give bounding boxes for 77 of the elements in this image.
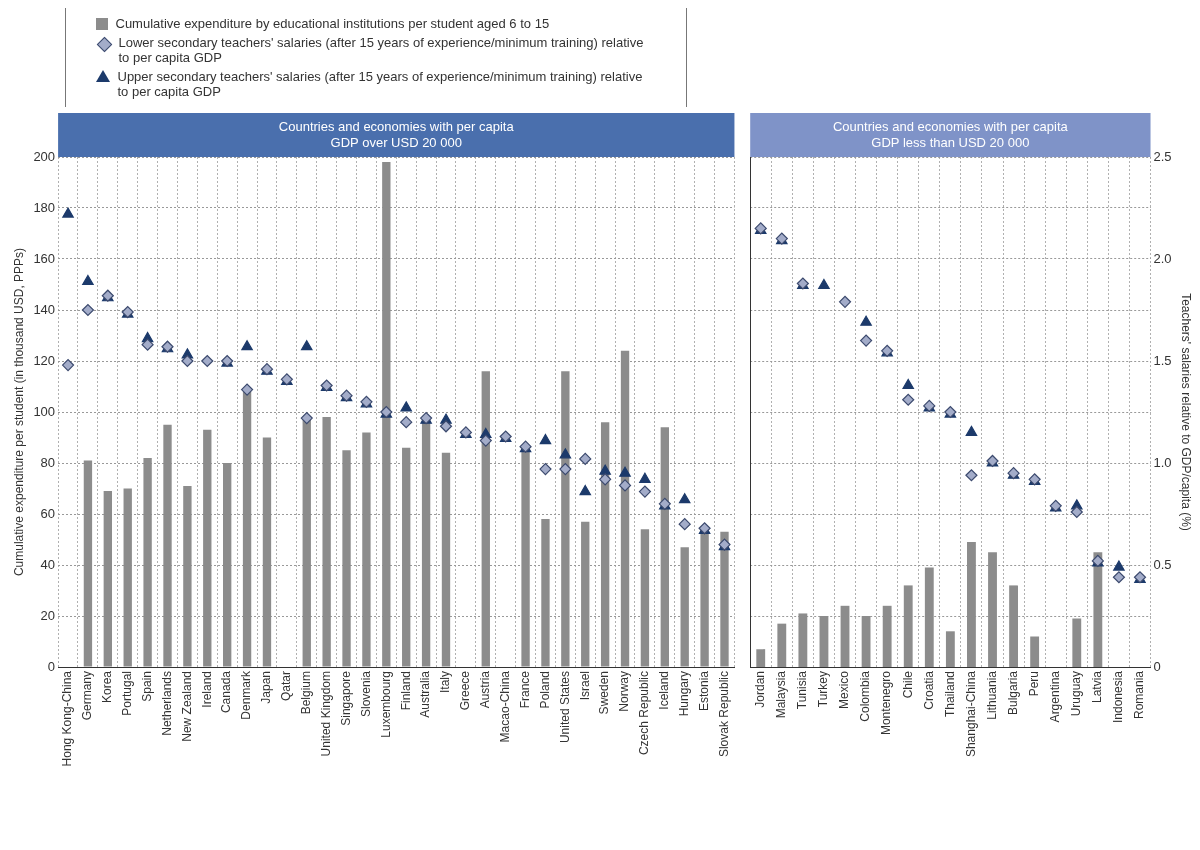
x-tick-label: Lithuania <box>984 670 999 720</box>
x-tick-label: Colombia <box>858 670 873 722</box>
x-tick-label: Bulgaria <box>1005 670 1020 716</box>
y-tick-label: 60 <box>40 505 56 521</box>
x-tick-label: Romania <box>1132 670 1147 720</box>
x-tick-label: Mexico <box>837 670 852 710</box>
x-tick-label: Japan <box>259 671 274 704</box>
x-tick-label: Czech Republic <box>637 671 652 756</box>
y-tick-label: 120 <box>33 352 56 368</box>
x-tick-label: Spain <box>139 671 154 702</box>
legend-label: Upper secondary teachers' salaries (after 15 years of experience/minimum training) relative to per capita GDP <box>117 69 644 99</box>
x-tick-label: Netherlands <box>159 671 174 736</box>
x-tick-label: Korea <box>100 670 115 704</box>
y2-tick-label: 0 <box>1153 658 1161 674</box>
x-tick-label: Iceland <box>657 671 672 710</box>
x-tick-label: Qatar <box>279 671 294 702</box>
x-tick-label: Canada <box>219 670 234 714</box>
x-tick-label: Norway <box>617 671 632 712</box>
x-tick-label: Hong Kong-China <box>60 670 75 767</box>
y-tick-label: 180 <box>33 199 56 215</box>
x-tick-label: Austria <box>478 670 493 709</box>
y2-tick-label: 2.0 <box>1153 250 1172 266</box>
x-tick-label: Uruguay <box>1069 671 1084 717</box>
y-tick-label: 20 <box>40 607 56 623</box>
x-tick-label: Turkey <box>816 671 831 708</box>
x-tick-label: Germany <box>80 671 95 721</box>
x-tick-label: Jordan <box>753 671 768 708</box>
x-tick-label: Finland <box>398 671 413 711</box>
x-tick-label: Chile <box>900 670 915 699</box>
y-tick-label: 160 <box>33 250 56 266</box>
x-tick-label: Shanghai-China <box>963 670 978 758</box>
y-tick-label: 80 <box>40 454 56 470</box>
y-tick-label: 140 <box>33 301 56 317</box>
y-tick-label: 40 <box>40 556 56 572</box>
x-tick-label: United Kingdom <box>318 671 333 757</box>
x-tick-label: Macao-China <box>497 670 512 743</box>
y2-tick-label: 2.5 <box>1153 148 1172 164</box>
x-tick-label: United States <box>557 671 572 744</box>
x-tick-label: Poland <box>537 671 552 709</box>
y-tick-label: 200 <box>33 148 56 164</box>
x-tick-label: France <box>517 670 532 709</box>
y-tick-label: 0 <box>47 658 56 674</box>
x-tick-label: Israel <box>577 671 592 701</box>
x-tick-label: Sweden <box>597 671 612 715</box>
chart-title: Countries and economies with per capita GDP over USD 20 000 <box>278 118 515 150</box>
y2-axis-title: Teachers' salaries relative to GDP/capita (%) <box>1179 293 1194 531</box>
x-tick-label: Tunisia <box>795 670 810 710</box>
x-tick-label: Malaysia <box>774 670 789 719</box>
x-tick-label: Belgium <box>299 671 314 715</box>
x-tick-label: Peru <box>1026 671 1041 697</box>
x-tick-label: Argentina <box>1048 670 1063 723</box>
legend-label: Lower secondary teachers' salaries (after 15 years of experience/minimum training) relative to per capita GDP <box>118 35 645 65</box>
x-tick-label: Greece <box>458 670 473 711</box>
legend-label: Cumulative expenditure by educational institutions per student aged 6 to 15 <box>115 16 550 31</box>
x-tick-label: New Zealand <box>179 671 194 742</box>
chart-title: Countries and economies with per capita GDP less than USD 20 000 <box>832 118 1069 150</box>
x-tick-label: Montenegro <box>879 670 894 736</box>
x-tick-label: Thailand <box>942 671 957 718</box>
y2-tick-label: 1.0 <box>1153 454 1172 470</box>
y-axis-title: Cumulative expenditure per student (in thousand USD, PPPs) <box>11 247 26 577</box>
y-tick-label: 100 <box>33 403 56 419</box>
y2-tick-label: 0.5 <box>1153 556 1172 572</box>
x-tick-label: Australia <box>418 670 433 718</box>
x-tick-label: Denmark <box>239 670 254 720</box>
x-tick-label: Singapore <box>338 670 353 726</box>
x-tick-label: Portugal <box>120 671 135 716</box>
x-tick-label: Ireland <box>199 671 214 708</box>
x-tick-label: Italy <box>438 671 453 694</box>
x-tick-label: Slovenia <box>358 670 373 718</box>
x-tick-label: Luxembourg <box>378 671 393 738</box>
y2-tick-label: 1.5 <box>1153 352 1172 368</box>
x-tick-label: Indonesia <box>1111 670 1126 724</box>
x-tick-label: Croatia <box>921 670 936 710</box>
x-tick-label: Slovak Republic <box>716 671 731 758</box>
x-tick-label: Estonia <box>696 670 711 712</box>
x-tick-label: Hungary <box>677 671 692 717</box>
x-tick-label: Latvia <box>1090 670 1105 704</box>
